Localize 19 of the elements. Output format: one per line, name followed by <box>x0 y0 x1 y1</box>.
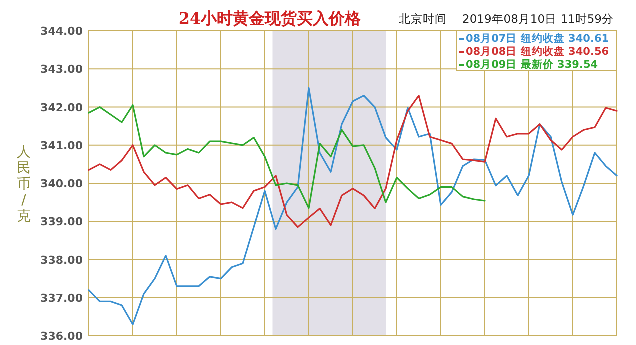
chart-title: 24小时黄金现货买入价格 <box>178 9 362 28</box>
y-tick-label: 338.00 <box>40 254 84 267</box>
y-tick-label: 342.00 <box>40 101 84 114</box>
line-series <box>88 95 618 228</box>
text: 2019年08月10日 11时59分 <box>462 12 614 26</box>
y-tick-label: 344.00 <box>40 25 84 38</box>
y-tick-label: 341.00 <box>40 139 84 152</box>
line-series <box>88 104 486 210</box>
y-tick-label: 340.00 <box>40 178 84 190</box>
y-tick-label: 343.00 <box>40 63 84 76</box>
y-tick-label: 337.00 <box>40 292 84 305</box>
y-axis-title: 人民币/克 <box>17 144 31 224</box>
legend-label: 08月08日 纽约收盘 340.56 <box>466 45 610 58</box>
y-tick-label: 339.00 <box>40 216 84 229</box>
text: 北京时间 <box>399 12 447 26</box>
legend-label: 08月07日 纽约收盘 340.61 <box>466 32 610 45</box>
y-tick-label: 336.00 <box>40 330 84 343</box>
line-series <box>88 87 618 326</box>
legend-label: 08月09日 最新价 339.54 <box>466 58 598 71</box>
